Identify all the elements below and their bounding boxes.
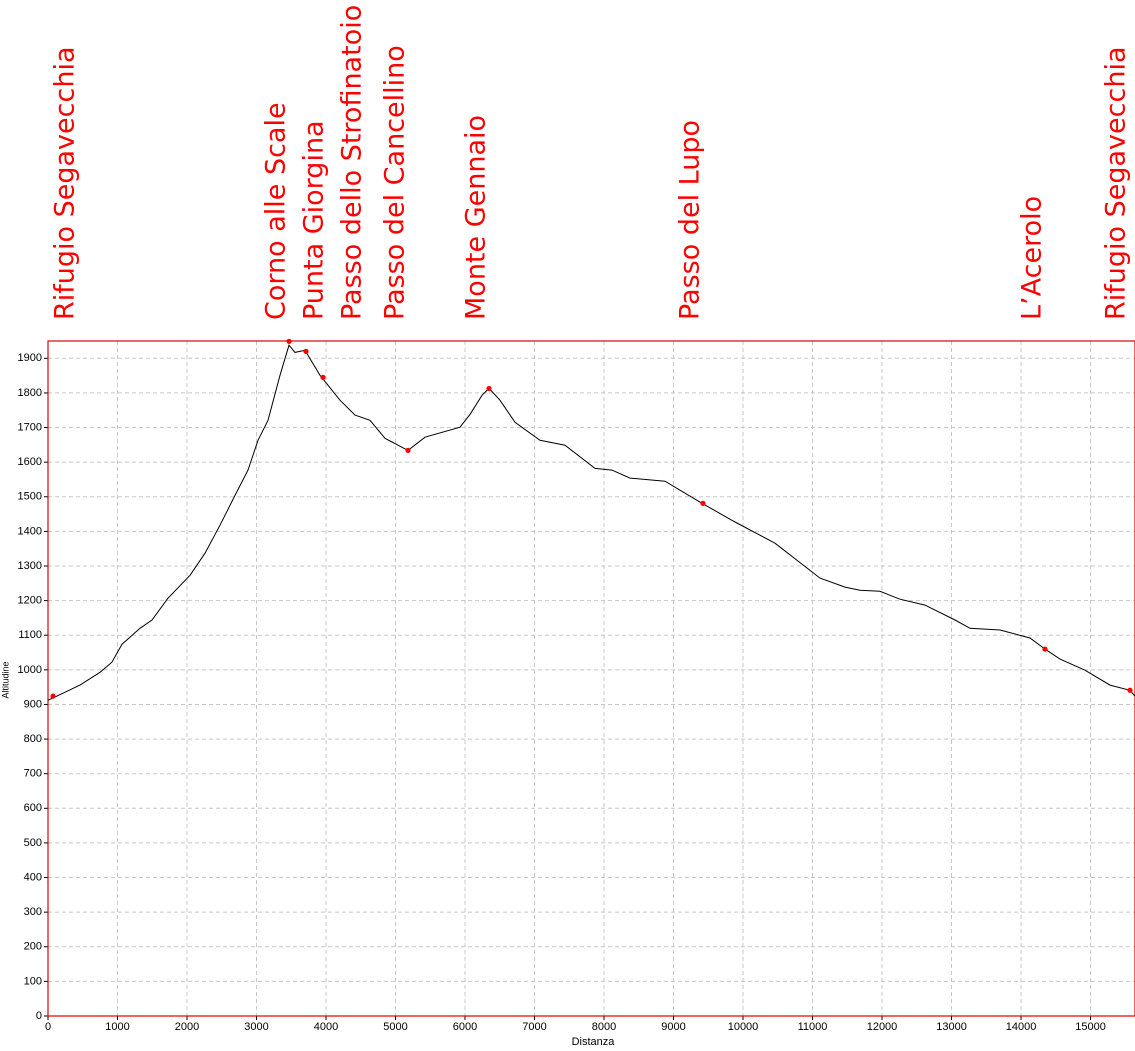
x-tick-label: 2000 [175, 1021, 199, 1033]
y-tick-label: 400 [24, 871, 42, 883]
y-tick-label: 900 [24, 698, 42, 710]
y-tick-label: 600 [24, 802, 42, 814]
waypoint-dot [1127, 687, 1133, 693]
y-tick-label: 100 [24, 975, 42, 987]
waypoint-dot [286, 338, 292, 344]
waypoint-label: L’Acerolo [1016, 196, 1047, 320]
waypoint-label: Passo del Cancellino [380, 45, 411, 320]
y-tick-label: 1200 [18, 595, 42, 607]
waypoint-label: Punta Giorgina [299, 120, 330, 320]
x-tick-label: 6000 [453, 1021, 477, 1033]
waypoint-label: Passo dello Strofinatoio [337, 5, 368, 320]
y-tick-label: 1500 [18, 491, 42, 503]
x-axis-label: Distanza [572, 1036, 616, 1048]
y-tick-label: 1400 [18, 525, 42, 537]
waypoint-dot [700, 500, 706, 506]
waypoint-dot [486, 385, 492, 392]
x-tick-label: 13000 [936, 1021, 967, 1033]
x-tick-label: 15000 [1075, 1021, 1106, 1033]
waypoint-label: Rifugio Segavecchia [1101, 47, 1132, 321]
y-tick-label: 700 [24, 768, 42, 780]
waypoint-dot [320, 374, 326, 380]
plot-frame [47, 340, 1135, 1017]
x-tick-label: 12000 [867, 1021, 898, 1033]
y-tick-label: 500 [24, 837, 42, 849]
waypoint-dot [1042, 646, 1048, 652]
x-tick-label: 3000 [244, 1021, 268, 1033]
y-axis-label: Altitudine [0, 661, 10, 698]
x-tick-label: 9000 [661, 1021, 685, 1033]
y-tick-label: 1300 [18, 560, 42, 572]
waypoint-label: Rifugio Segavecchia [50, 47, 81, 321]
y-tick-label: 1000 [18, 664, 42, 676]
x-tick-label: 11000 [798, 1021, 828, 1033]
waypoint-dot [303, 348, 309, 354]
waypoint-label: Corno alle Scale [261, 102, 292, 320]
y-tick-label: 1700 [18, 421, 42, 433]
x-tick-label: 14000 [1006, 1021, 1037, 1033]
y-tick-label: 300 [24, 906, 42, 918]
y-tick-label: 1800 [18, 387, 42, 399]
x-tick-label: 7000 [522, 1021, 546, 1033]
x-tick-label: 8000 [592, 1021, 616, 1033]
waypoint-label: Passo del Lupo [674, 120, 705, 320]
x-tick-label: 10000 [728, 1021, 759, 1033]
y-tick-label: 0 [36, 1010, 42, 1022]
y-tick-label: 800 [24, 733, 42, 745]
x-tick-label: 4000 [314, 1021, 338, 1033]
waypoint-label: Monte Gennaio [460, 115, 491, 320]
y-tick-label: 200 [24, 941, 42, 953]
x-tick-label: 1000 [105, 1021, 129, 1033]
y-tick-label: 1900 [18, 352, 42, 364]
x-tick-label: 0 [45, 1021, 51, 1033]
y-tick-label: 1600 [18, 456, 42, 468]
y-tick-label: 1100 [18, 629, 42, 641]
waypoint-dot [50, 693, 56, 699]
x-tick-label: 5000 [383, 1021, 407, 1033]
waypoint-dot [405, 447, 411, 453]
elevation-line [47, 344, 1135, 701]
